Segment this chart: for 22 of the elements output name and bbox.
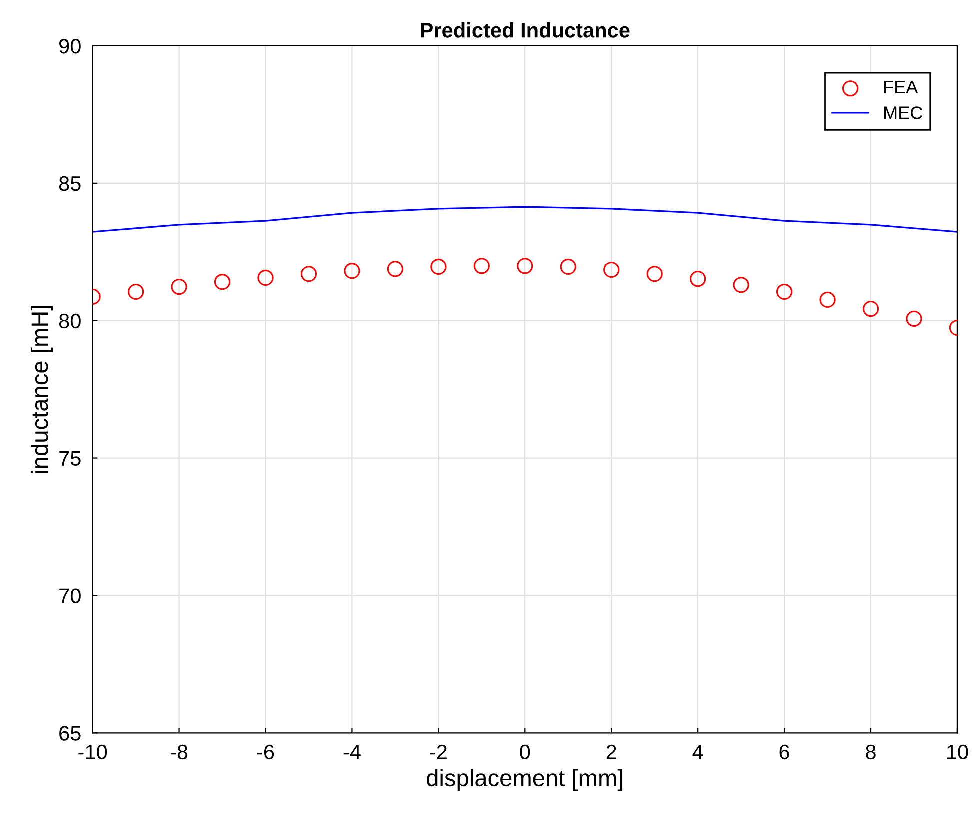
x-tick-label: 0: [520, 744, 530, 760]
y-tick-label: 65: [60, 726, 81, 741]
x-tick-label: -8: [170, 744, 188, 760]
x-tick-label: 6: [780, 744, 790, 760]
y-tick-label: 80: [59, 314, 81, 329]
x-axis-title: displacement [mm]: [427, 769, 623, 792]
chart-title: Predicted Inductance: [421, 22, 630, 38]
x-tick-label: 8: [866, 744, 876, 760]
legend-label: FEA: [884, 80, 918, 94]
x-tick-label: 2: [606, 744, 616, 760]
y-axis-title: inductance [mH]: [30, 306, 53, 474]
x-tick-label: -6: [257, 744, 274, 760]
x-tick-label: -10: [78, 744, 108, 760]
x-tick-label: 10: [947, 744, 968, 760]
y-tick-label: 85: [59, 176, 81, 192]
y-tick-label: 70: [60, 588, 81, 604]
legend-label: MEC: [884, 106, 922, 120]
y-tick-label: 90: [60, 38, 81, 54]
x-tick-label: 4: [692, 745, 704, 760]
y-tick-label: 75: [60, 452, 81, 466]
x-tick-label: -2: [430, 744, 447, 760]
x-tick-label: -4: [344, 745, 361, 760]
